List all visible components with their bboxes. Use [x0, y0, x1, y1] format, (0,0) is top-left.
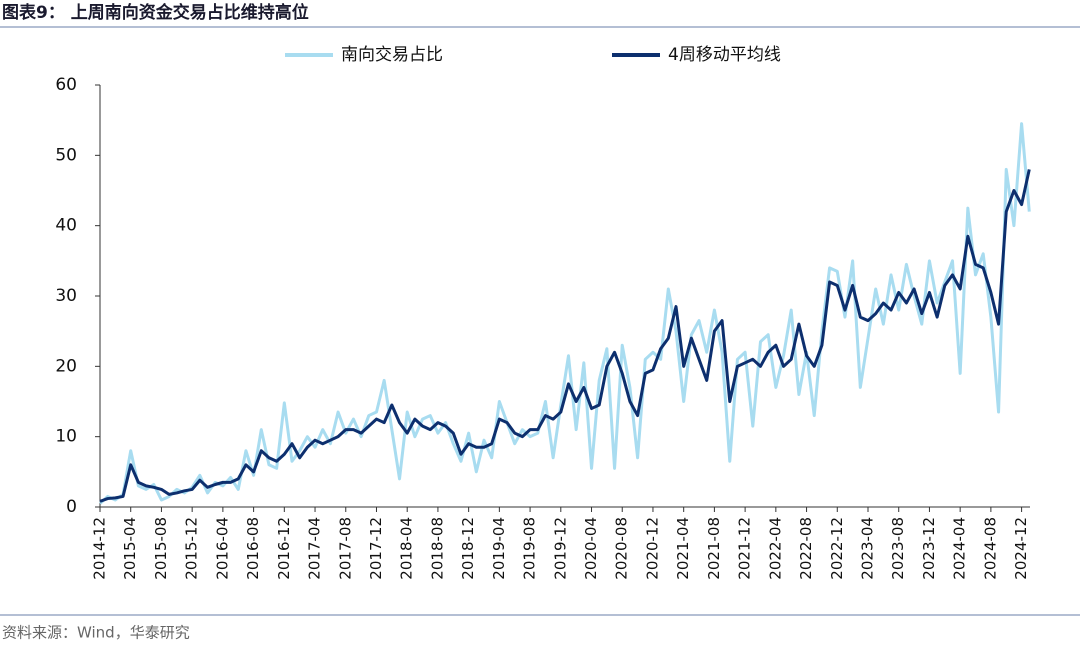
x-tick-label: 2015-12 — [183, 517, 201, 580]
x-tick-label: 2022-12 — [828, 517, 846, 580]
x-tick-label: 2024-04 — [951, 517, 969, 580]
x-tick-label: 2023-04 — [859, 517, 877, 580]
x-tick-label: 2015-08 — [152, 517, 170, 580]
x-tick-label: 2020-08 — [613, 517, 631, 580]
x-tick-label: 2018-04 — [398, 517, 416, 580]
x-tick-label: 2019-04 — [490, 517, 508, 580]
line-series — [99, 169, 1031, 503]
x-tick-label: 2019-08 — [521, 517, 539, 580]
line-series — [98, 122, 1031, 505]
x-tick-label: 2022-04 — [766, 517, 784, 580]
y-tick-label: 50 — [55, 145, 77, 165]
x-tick-label: 2017-04 — [306, 517, 324, 580]
x-tick-label: 2016-08 — [244, 517, 262, 580]
legend-label: 4周移动平均线 — [668, 45, 781, 65]
x-tick-label: 2020-04 — [582, 517, 600, 580]
x-tick-label: 2021-12 — [736, 517, 754, 580]
x-tick-label: 2017-12 — [367, 517, 385, 580]
x-tick-label: 2021-08 — [705, 517, 723, 580]
x-tick-label: 2024-12 — [1012, 517, 1030, 580]
x-tick-label: 2024-08 — [981, 517, 999, 580]
x-tick-label: 2016-12 — [275, 517, 293, 580]
x-tick-label: 2017-08 — [336, 517, 354, 580]
x-tick-label: 2022-08 — [797, 517, 815, 580]
y-tick-label: 60 — [55, 75, 77, 95]
y-tick-label: 10 — [55, 427, 77, 447]
x-tick-label: 2023-08 — [889, 517, 907, 580]
x-tick-label: 2023-12 — [920, 517, 938, 580]
x-tick-label: 2018-08 — [428, 517, 446, 580]
legend-label: 南向交易占比 — [341, 45, 443, 65]
x-tick-label: 2018-12 — [459, 517, 477, 580]
source-note: 资料来源：Wind，华泰研究 — [2, 624, 190, 642]
y-tick-label: 0 — [66, 497, 77, 517]
x-tick-label: 2015-04 — [121, 517, 139, 580]
x-tick-label: 2019-12 — [551, 517, 569, 580]
x-tick-label: 2020-12 — [643, 517, 661, 580]
chart-title: 图表9： 上周南向资金交易占比维持高位 — [2, 2, 309, 23]
y-tick-label: 40 — [55, 216, 77, 236]
y-tick-label: 20 — [55, 356, 77, 376]
y-tick-label: 30 — [55, 286, 77, 306]
x-tick-label: 2021-04 — [674, 517, 692, 580]
x-tick-label: 2014-12 — [91, 517, 109, 580]
x-tick-label: 2016-04 — [213, 517, 231, 580]
